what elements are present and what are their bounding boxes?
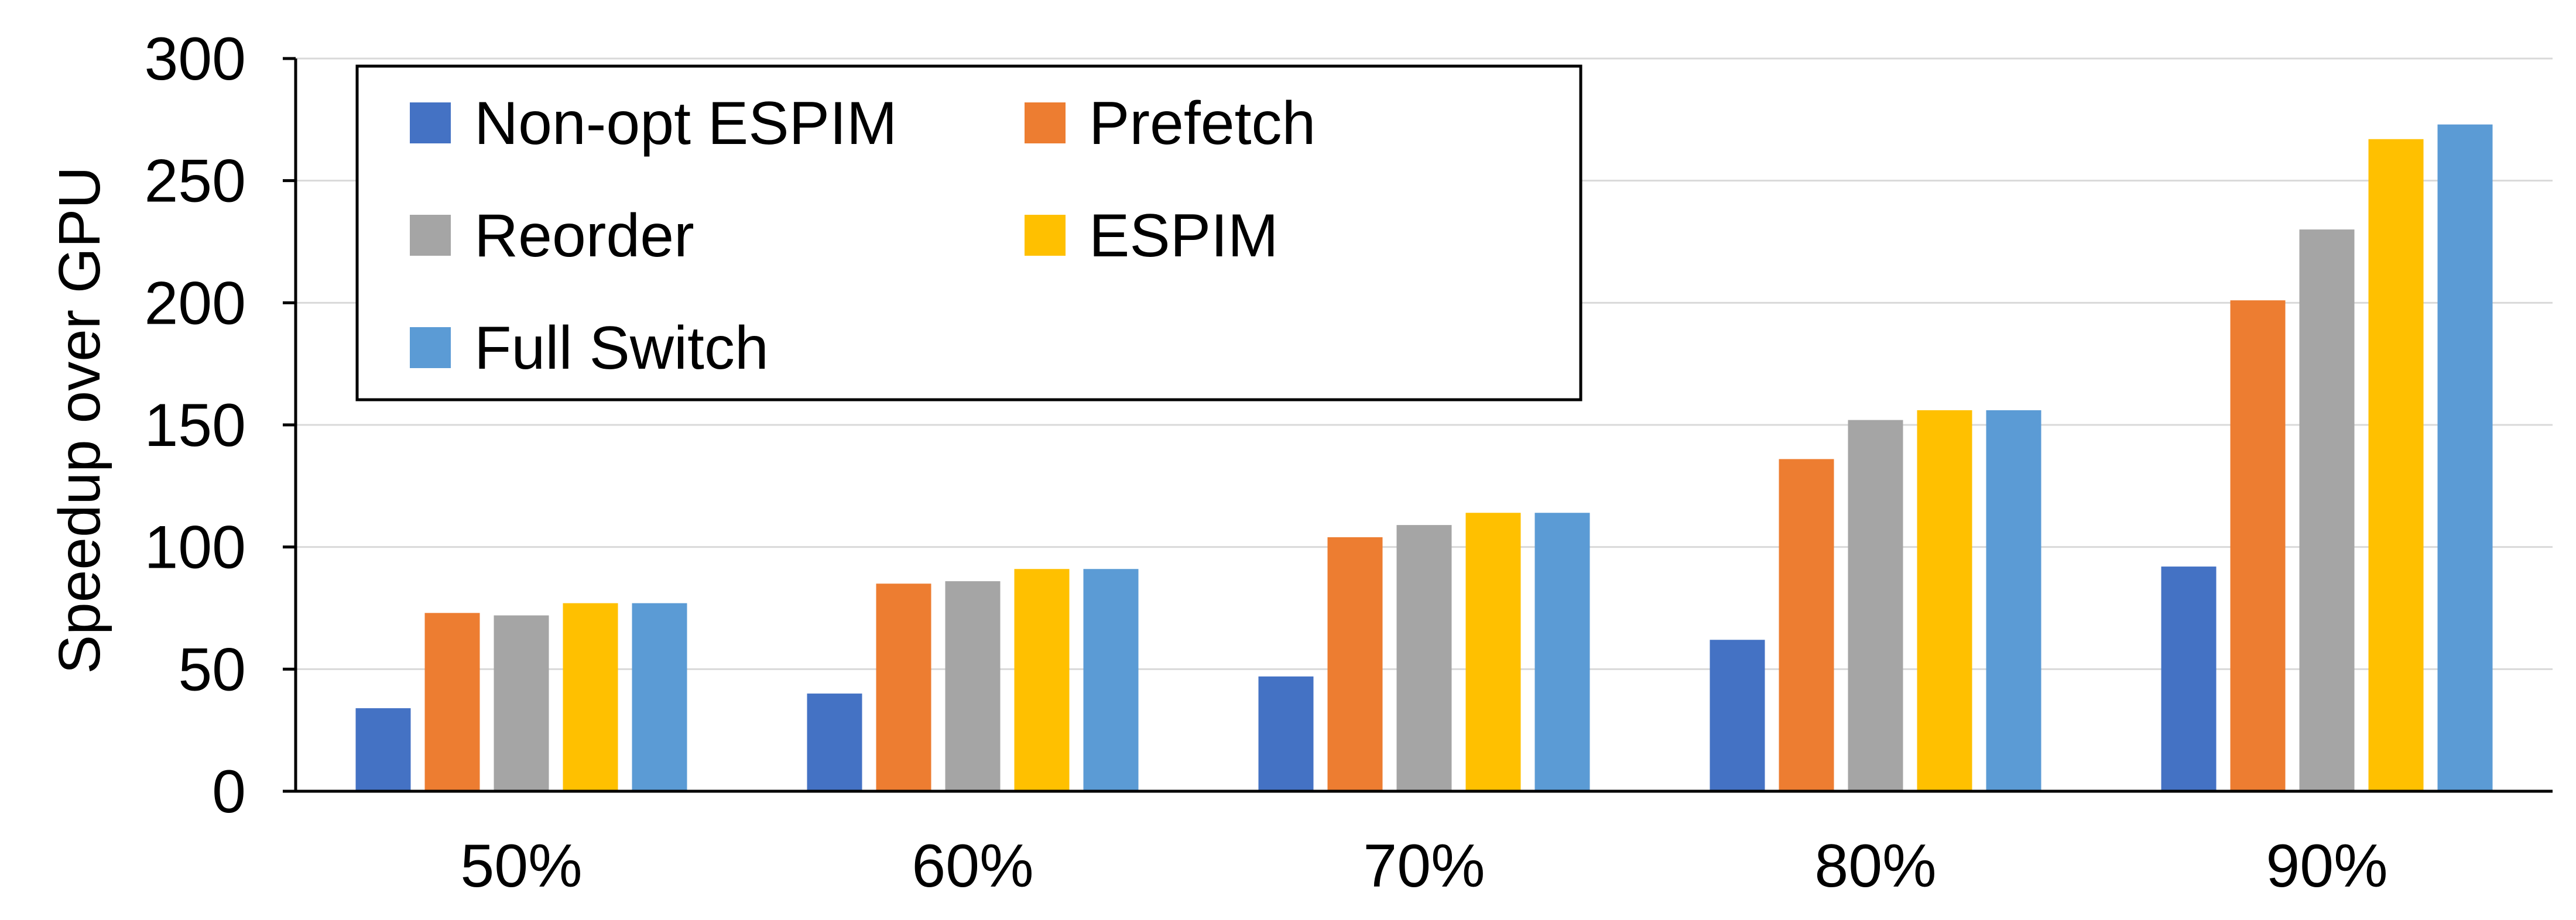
- legend-box: [355, 64, 1582, 401]
- bar-prefetch-90pct: [2230, 300, 2286, 791]
- bar-prefetch-80pct: [1779, 459, 1834, 791]
- bar-non-opt-espim-80pct: [1710, 640, 1765, 791]
- y-tick-label: 200: [144, 269, 246, 337]
- y-tick-labels: 0 50 100 150 200 250 300: [144, 25, 246, 826]
- bar-espim-50pct: [563, 603, 618, 791]
- bar-full-switch-50pct: [632, 603, 687, 791]
- y-axis-label: Speedup over GPU: [47, 166, 112, 674]
- legend-swatch: [1025, 215, 1066, 256]
- x-tick-label: 90%: [2266, 832, 2387, 900]
- y-tick-label: 150: [144, 392, 246, 459]
- x-tick-label: 80%: [1814, 832, 1936, 900]
- bar-non-opt-espim-60pct: [807, 694, 862, 791]
- y-tick-label: 100: [144, 514, 246, 582]
- bars: [355, 124, 2493, 792]
- y-tick-label: 50: [178, 636, 246, 703]
- bar-non-opt-espim-90pct: [2161, 567, 2217, 791]
- legend: Non-opt ESPIM Prefetch Reorder ESPIM Full Sw…: [355, 64, 1582, 401]
- bar-prefetch-60pct: [876, 583, 931, 791]
- legend-label: Prefetch: [1089, 90, 1316, 157]
- bar-espim-70pct: [1465, 513, 1521, 791]
- y-tick-label: 250: [144, 147, 246, 215]
- y-tick-label: 300: [144, 25, 246, 93]
- bar-espim-80pct: [1917, 410, 1972, 791]
- legend-label: Reorder: [474, 202, 694, 270]
- bar-reorder-70pct: [1396, 525, 1452, 791]
- bar-full-switch-80pct: [1986, 410, 2041, 791]
- y-tick-label: 0: [212, 758, 246, 826]
- legend-swatch: [410, 102, 451, 143]
- bar-non-opt-espim-70pct: [1258, 676, 1314, 791]
- bar-full-switch-70pct: [1534, 513, 1590, 791]
- legend-label: ESPIM: [1089, 202, 1279, 270]
- legend-label: Non-opt ESPIM: [474, 90, 898, 157]
- x-tick-label: 70%: [1363, 832, 1485, 900]
- bar-reorder-90pct: [2299, 229, 2355, 792]
- bar-prefetch-70pct: [1327, 537, 1383, 791]
- bar-full-switch-60pct: [1083, 569, 1139, 791]
- legend-swatch: [1025, 102, 1066, 143]
- bar-prefetch-50pct: [424, 613, 480, 791]
- bar-reorder-50pct: [494, 615, 549, 791]
- bar-reorder-60pct: [945, 581, 1001, 791]
- legend-swatch: [410, 327, 451, 368]
- x-tick-labels: 50% 60% 70% 80% 90%: [460, 832, 2387, 900]
- bar-full-switch-90pct: [2437, 124, 2493, 792]
- bar-espim-90pct: [2368, 139, 2424, 792]
- bar-espim-60pct: [1014, 569, 1070, 791]
- bar-non-opt-espim-50pct: [355, 708, 411, 791]
- x-tick-label: 50%: [460, 832, 582, 900]
- x-tick-label: 60%: [912, 832, 1033, 900]
- legend-swatch: [410, 215, 451, 256]
- legend-label: Full Switch: [474, 314, 769, 382]
- bar-reorder-80pct: [1848, 420, 1903, 791]
